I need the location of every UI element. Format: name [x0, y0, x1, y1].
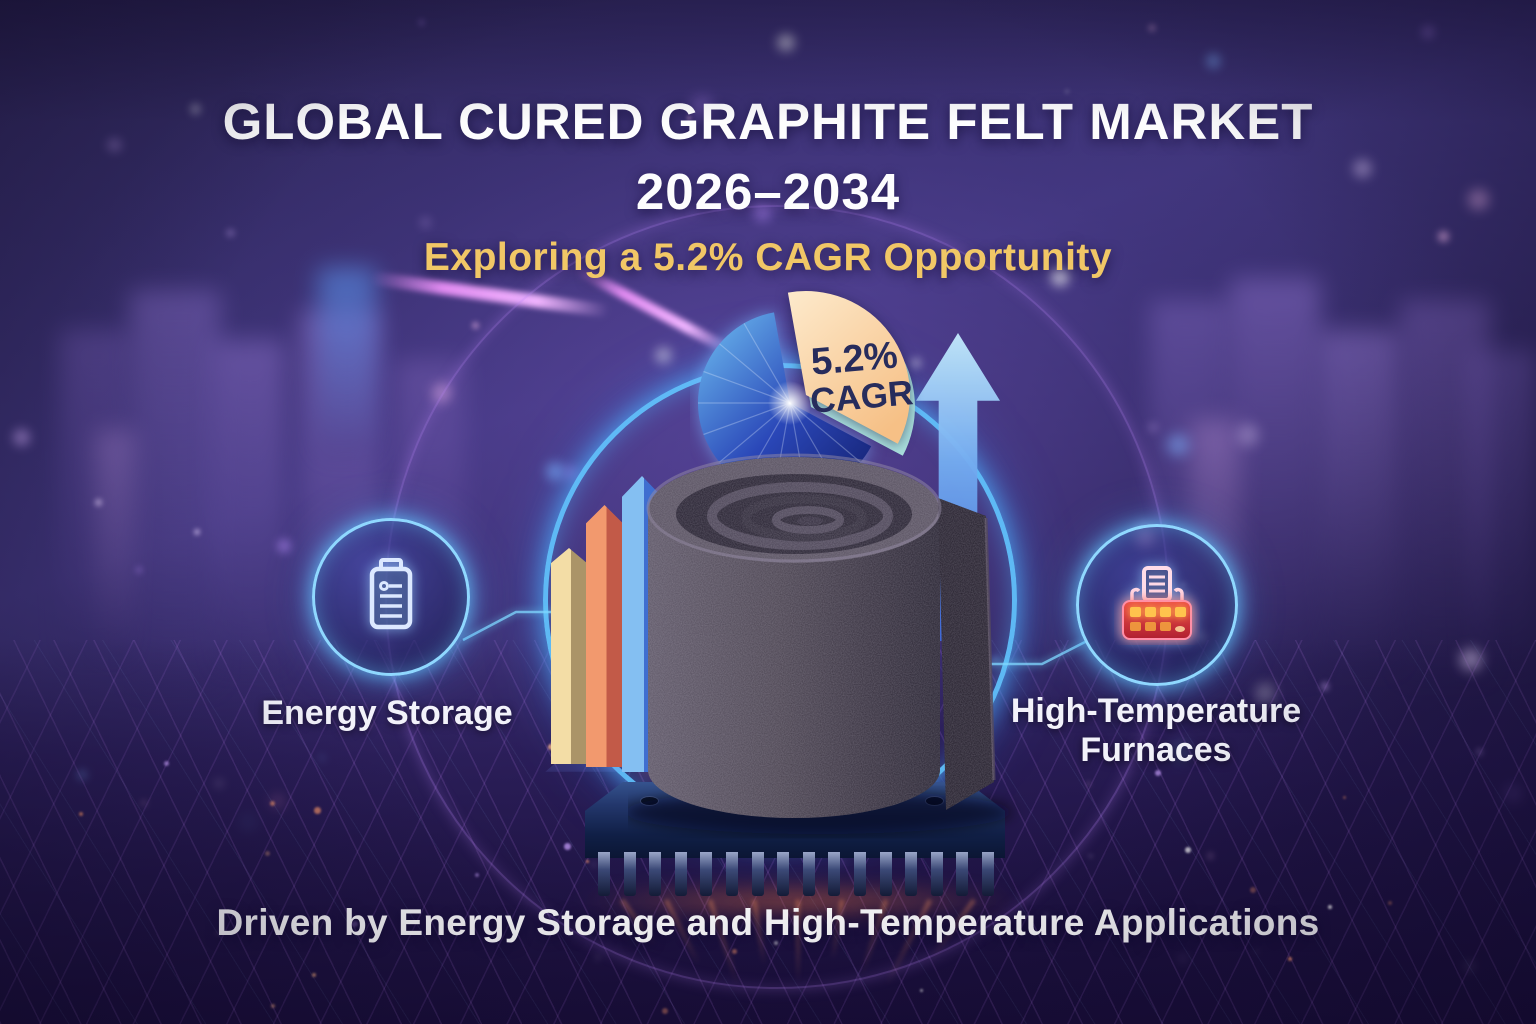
bar-gold [551, 548, 587, 764]
chip-pin [777, 852, 790, 896]
bokeh-dot [471, 322, 479, 329]
bokeh-dot [777, 33, 795, 51]
building [215, 340, 285, 670]
circuit-node [1388, 901, 1392, 905]
bokeh-dot [1147, 23, 1156, 32]
chip-pin [623, 852, 636, 896]
felt-texture [648, 457, 994, 818]
building [318, 268, 376, 458]
page-subtitle: Exploring a 5.2% CAGR Opportunity [423, 236, 1113, 279]
bokeh-dot [796, 200, 804, 207]
circuit-node [1288, 957, 1293, 962]
page-title-line2: 2026–2034 [635, 163, 901, 220]
building [1230, 278, 1320, 678]
bokeh-dot [226, 228, 235, 238]
bokeh-dot [687, 116, 691, 120]
bokeh-dot [418, 215, 432, 229]
building [1468, 350, 1536, 670]
bokeh-dot [1468, 188, 1489, 210]
circuit-node [1328, 905, 1332, 909]
bokeh-dot [135, 565, 144, 574]
circuit-node [1250, 887, 1256, 893]
chip-pin [802, 852, 815, 896]
pie-center-glow [768, 381, 812, 425]
energy-storage-badge [312, 518, 470, 676]
footer-caption: Driven by Energy Storage and High-Temper… [216, 902, 1320, 943]
chip-pin [956, 852, 969, 896]
circuit-node [1343, 796, 1347, 800]
bokeh-dot [1420, 24, 1435, 40]
chip-pin [905, 852, 918, 896]
high-temp-label-line2: Furnaces [1080, 730, 1232, 769]
chip-pin [598, 852, 610, 896]
pie-slice-cagr [787, 291, 910, 444]
circuit-node [314, 807, 321, 814]
furnace-icon [1122, 566, 1192, 640]
chip-pin [700, 852, 713, 896]
energy-storage-label: Energy Storage [261, 694, 513, 732]
building [60, 330, 130, 660]
circuit-node [662, 1008, 668, 1014]
reflection-streak [796, 900, 800, 983]
bokeh-dot [482, 126, 493, 137]
circuit-node [164, 761, 169, 766]
chip-pin [725, 852, 738, 896]
chip-pin [981, 852, 994, 896]
chip-pins [598, 852, 994, 896]
circuit-node [270, 801, 275, 806]
bokeh-dot [690, 95, 714, 119]
bokeh-dot [782, 115, 788, 121]
cagr-pie-chart: 5.2% CAGR [697, 291, 915, 496]
circuit-node [1155, 770, 1161, 776]
bokeh-dot [189, 103, 202, 115]
chip-pin [674, 852, 687, 896]
chip-pin [751, 852, 764, 896]
circuit-node [920, 989, 924, 993]
chip-pin [649, 852, 662, 896]
page-title-line1: GLOBAL CURED GRAPHITE FELT MARKET [222, 93, 1314, 150]
circuit-node [79, 812, 83, 816]
building [95, 430, 135, 660]
bokeh-dot [1205, 53, 1221, 69]
pie-value: 5.2% [809, 334, 899, 383]
chip-pin [828, 852, 841, 896]
chip-underglow [568, 884, 1028, 918]
bokeh-dot [1051, 267, 1070, 286]
high-temp-furnaces-label: High-Temperature Furnaces [1006, 692, 1306, 770]
bokeh-dot [1163, 124, 1176, 137]
circuit-node [265, 851, 270, 856]
bokeh-dot [193, 529, 201, 536]
battery-icon [369, 558, 413, 630]
high-temp-label-line1: High-Temperature [1010, 692, 1302, 730]
chip-pin [930, 852, 943, 896]
bar-orange [586, 505, 623, 767]
bokeh-dot [1064, 89, 1069, 94]
high-temp-furnaces-badge [1076, 524, 1238, 686]
circuit-node [352, 921, 359, 928]
bokeh-dot [1147, 421, 1159, 434]
circuit-node [475, 873, 480, 878]
bokeh-dot [277, 539, 292, 554]
bokeh-dot [1237, 424, 1260, 446]
bokeh-dot [417, 18, 426, 26]
bokeh-dot [106, 137, 122, 153]
chip-pin [879, 852, 892, 896]
pie-value-label: CAGR [809, 373, 915, 421]
building [1320, 330, 1400, 670]
building [130, 290, 220, 690]
bokeh-dot [95, 499, 102, 507]
felt-rim-highlight [646, 453, 942, 563]
bokeh-dot [1353, 158, 1373, 178]
circuit-node [271, 1004, 276, 1009]
graphite-felt-roll [628, 453, 1013, 834]
bokeh-dot [13, 428, 30, 446]
bokeh-dot [1166, 433, 1190, 457]
chip-pin [853, 852, 866, 896]
circuit-node [312, 973, 317, 978]
bokeh-dot [1437, 230, 1450, 243]
circuit-node [1185, 847, 1192, 854]
